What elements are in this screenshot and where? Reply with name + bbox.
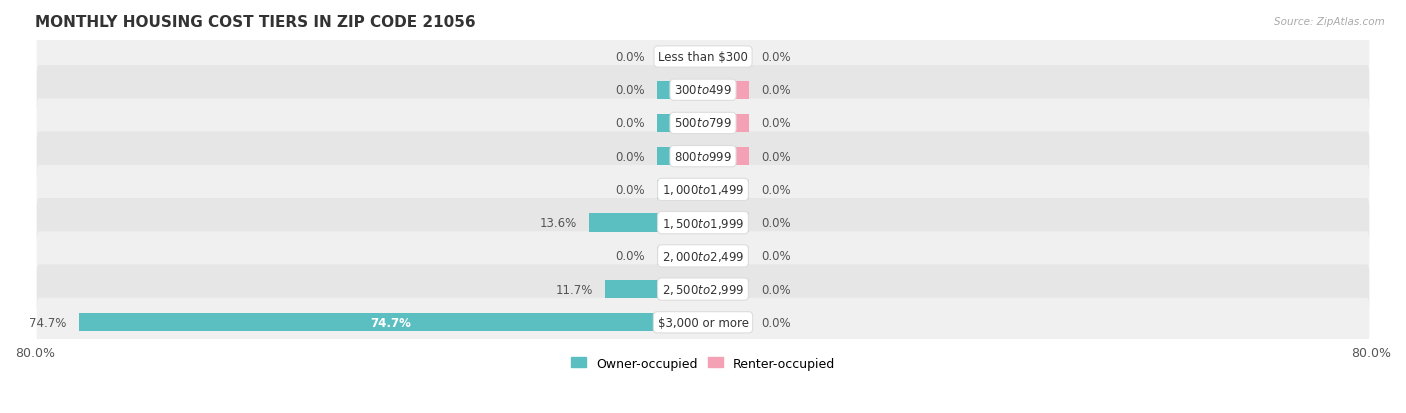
FancyBboxPatch shape [37, 33, 1369, 82]
Text: 74.7%: 74.7% [371, 316, 412, 329]
Text: 0.0%: 0.0% [762, 150, 792, 163]
Text: $2,500 to $2,999: $2,500 to $2,999 [662, 282, 744, 297]
Bar [589, 214, 703, 232]
FancyBboxPatch shape [37, 66, 1369, 115]
Text: Source: ZipAtlas.com: Source: ZipAtlas.com [1274, 17, 1385, 26]
FancyBboxPatch shape [37, 166, 1369, 214]
Bar [703, 48, 749, 66]
Text: $1,000 to $1,499: $1,000 to $1,499 [662, 183, 744, 197]
Bar [703, 81, 749, 100]
Bar [657, 81, 703, 100]
Bar [606, 280, 703, 299]
Legend: Owner-occupied, Renter-occupied: Owner-occupied, Renter-occupied [567, 352, 839, 375]
Text: 0.0%: 0.0% [762, 283, 792, 296]
Bar [657, 48, 703, 66]
Text: MONTHLY HOUSING COST TIERS IN ZIP CODE 21056: MONTHLY HOUSING COST TIERS IN ZIP CODE 2… [35, 15, 475, 30]
Text: 0.0%: 0.0% [762, 51, 792, 64]
Text: 0.0%: 0.0% [614, 84, 644, 97]
Text: 0.0%: 0.0% [614, 117, 644, 130]
Bar [657, 181, 703, 199]
FancyBboxPatch shape [37, 265, 1369, 314]
Text: 0.0%: 0.0% [614, 51, 644, 64]
Text: 0.0%: 0.0% [762, 117, 792, 130]
FancyBboxPatch shape [37, 232, 1369, 281]
Text: 11.7%: 11.7% [555, 283, 593, 296]
Bar [657, 247, 703, 265]
Bar [703, 181, 749, 199]
Bar [703, 313, 749, 332]
Text: Less than $300: Less than $300 [658, 51, 748, 64]
Text: 0.0%: 0.0% [762, 84, 792, 97]
Text: 13.6%: 13.6% [540, 216, 576, 230]
Text: 0.0%: 0.0% [762, 316, 792, 329]
Text: 0.0%: 0.0% [614, 183, 644, 197]
FancyBboxPatch shape [37, 99, 1369, 148]
Bar [703, 148, 749, 166]
Text: 74.7%: 74.7% [30, 316, 66, 329]
Bar [703, 280, 749, 299]
Text: $1,500 to $1,999: $1,500 to $1,999 [662, 216, 744, 230]
Text: 0.0%: 0.0% [614, 150, 644, 163]
Text: $500 to $799: $500 to $799 [673, 117, 733, 130]
Text: $300 to $499: $300 to $499 [673, 84, 733, 97]
Text: 0.0%: 0.0% [614, 250, 644, 263]
Text: $800 to $999: $800 to $999 [673, 150, 733, 163]
Text: 0.0%: 0.0% [762, 216, 792, 230]
Text: 0.0%: 0.0% [762, 183, 792, 197]
FancyBboxPatch shape [37, 132, 1369, 181]
FancyBboxPatch shape [37, 298, 1369, 347]
Bar [79, 313, 703, 332]
Bar [657, 148, 703, 166]
Bar [703, 247, 749, 265]
Bar [703, 114, 749, 133]
Text: $2,000 to $2,499: $2,000 to $2,499 [662, 249, 744, 263]
Bar [657, 114, 703, 133]
Text: 0.0%: 0.0% [762, 250, 792, 263]
Bar [703, 214, 749, 232]
FancyBboxPatch shape [37, 199, 1369, 248]
Text: $3,000 or more: $3,000 or more [658, 316, 748, 329]
